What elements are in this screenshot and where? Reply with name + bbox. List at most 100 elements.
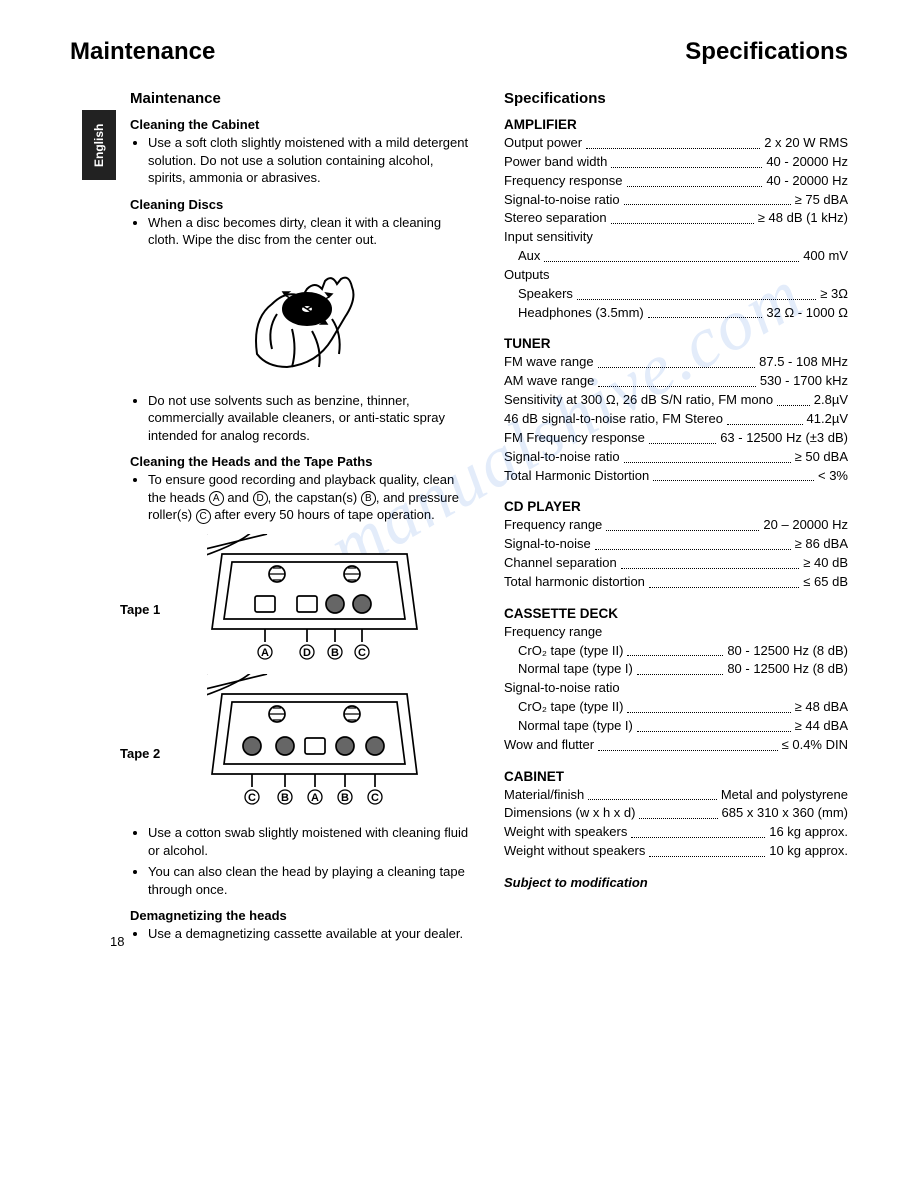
svg-text:A: A <box>261 647 269 659</box>
spec-group: CASSETTE DECKFrequency rangeCrO₂ tape (t… <box>504 606 848 755</box>
spec-value: ≤ 65 dB <box>803 573 848 592</box>
spec-line: Frequency range20 – 20000 Hz <box>504 516 848 535</box>
spec-value: 16 kg approx. <box>769 823 848 842</box>
spec-line: Input sensitivity <box>504 228 848 247</box>
tape1-figure: Tape 1 <box>130 534 474 664</box>
spec-dots <box>777 391 810 406</box>
spec-line: 46 dB signal-to-noise ratio, FM Stereo41… <box>504 410 848 429</box>
spec-label: Dimensions (w x h x d) <box>504 804 635 823</box>
language-tab: English <box>82 110 116 180</box>
spec-label: Frequency range <box>504 623 602 642</box>
spec-group: AMPLIFIEROutput power2 x 20 W RMSPower b… <box>504 117 848 322</box>
spec-line: Speakers≥ 3Ω <box>504 285 848 304</box>
spec-dots <box>637 660 723 675</box>
spec-value: 40 - 20000 Hz <box>766 172 848 191</box>
spec-label: Wow and flutter <box>504 736 594 755</box>
heads-bullet-2: Use a cotton swab slightly moistened wit… <box>148 824 474 859</box>
spec-line: Normal tape (type I)≥ 44 dBA <box>504 717 848 736</box>
spec-dots <box>611 153 762 168</box>
spec-label: Weight with speakers <box>504 823 627 842</box>
spec-value: 32 Ω - 1000 Ω <box>766 304 848 323</box>
spec-value: ≥ 48 dBA <box>795 698 848 717</box>
spec-label: Frequency range <box>504 516 602 535</box>
spec-label: Stereo separation <box>504 209 607 228</box>
specifications-column: Specifications AMPLIFIEROutput power2 x … <box>504 90 848 951</box>
spec-value: 2 x 20 W RMS <box>764 134 848 153</box>
cabinet-bullet: Use a soft cloth slightly moistened with… <box>148 134 474 187</box>
heads-bullet-1: To ensure good recording and playback qu… <box>148 471 474 524</box>
spec-value: 10 kg approx. <box>769 842 848 861</box>
spec-label: Signal-to-noise ratio <box>504 191 620 210</box>
spec-dots <box>544 247 799 262</box>
spec-dots <box>598 736 778 751</box>
spec-label: Total Harmonic Distortion <box>504 467 649 486</box>
svg-text:B: B <box>281 792 289 804</box>
heads-text-mid: and <box>224 490 253 505</box>
spec-line: Wow and flutter ≤ 0.4% DIN <box>504 736 848 755</box>
spec-label: Outputs <box>504 266 550 285</box>
spec-dots <box>621 554 800 569</box>
spec-dots <box>624 191 791 206</box>
spec-dots <box>727 410 803 425</box>
demag-bullet: Use a demagnetizing cassette available a… <box>148 925 474 943</box>
spec-label: Power band width <box>504 153 607 172</box>
spec-value: 685 x 310 x 360 (mm) <box>722 804 848 823</box>
spec-dots <box>627 172 763 187</box>
heads-bullet-3: You can also clean the head by playing a… <box>148 863 474 898</box>
spec-line: Channel separation ≥ 40 dB <box>504 554 848 573</box>
spec-line: Frequency response 40 - 20000 Hz <box>504 172 848 191</box>
spec-line: Signal-to-noise ratio≥ 50 dBA <box>504 448 848 467</box>
spec-dots <box>595 535 791 550</box>
svg-text:B: B <box>331 647 339 659</box>
spec-label: AM wave range <box>504 372 594 391</box>
spec-value: 63 - 12500 Hz (±3 dB) <box>720 429 848 448</box>
spec-group: CD PLAYERFrequency range20 – 20000 HzSig… <box>504 499 848 591</box>
svg-text:C: C <box>371 792 379 804</box>
spec-label: Channel separation <box>504 554 617 573</box>
heads-heading: Cleaning the Heads and the Tape Paths <box>130 454 474 469</box>
heads-text-mid2: , the capstan(s) <box>268 490 361 505</box>
heads-text-post: after every 50 hours of tape operation. <box>211 507 435 522</box>
maintenance-column: Maintenance Cleaning the Cabinet Use a s… <box>70 90 474 951</box>
spec-label: Input sensitivity <box>504 228 593 247</box>
spec-label: Aux <box>518 247 540 266</box>
spec-line: Aux 400 mV <box>504 247 848 266</box>
spec-label: CrO₂ tape (type II) <box>518 642 623 661</box>
spec-value: 400 mV <box>803 247 848 266</box>
spec-value: 2.8µV <box>814 391 848 410</box>
spec-label: Material/finish <box>504 786 584 805</box>
spec-value: ≥ 40 dB <box>803 554 848 573</box>
page-header: Maintenance Specifications <box>70 38 848 66</box>
discs-heading: Cleaning Discs <box>130 197 474 212</box>
specs-title: Specifications <box>504 90 848 107</box>
spec-value: Metal and polystyrene <box>721 786 848 805</box>
spec-label: Headphones (3.5mm) <box>518 304 644 323</box>
spec-line: Frequency range <box>504 623 848 642</box>
spec-dots <box>649 429 716 444</box>
spec-dots <box>653 467 814 482</box>
spec-line: CrO₂ tape (type II)≥ 48 dBA <box>504 698 848 717</box>
spec-line: Sensitivity at 300 Ω, 26 dB S/N ratio, F… <box>504 391 848 410</box>
spec-value: ≥ 50 dBA <box>795 448 848 467</box>
spec-label: FM wave range <box>504 353 594 372</box>
spec-value: ≤ 0.4% DIN <box>782 736 848 755</box>
tape2-label: Tape 2 <box>120 746 160 761</box>
maintenance-title: Maintenance <box>130 90 474 107</box>
discs-bullet-2: Do not use solvents such as benzine, thi… <box>148 392 474 445</box>
spec-label: Frequency response <box>504 172 623 191</box>
spec-value: ≥ 48 dB (1 kHz) <box>758 209 848 228</box>
spec-label: FM Frequency response <box>504 429 645 448</box>
header-right: Specifications <box>685 38 848 66</box>
spec-value: 80 - 12500 Hz (8 dB) <box>727 642 848 661</box>
svg-text:A: A <box>311 792 319 804</box>
spec-line: Normal tape (type I)80 - 12500 Hz (8 dB) <box>504 660 848 679</box>
disc-cleaning-figure <box>130 259 474 382</box>
spec-dots <box>598 372 756 387</box>
svg-text:C: C <box>248 792 256 804</box>
spec-line: Output power2 x 20 W RMS <box>504 134 848 153</box>
spec-dots <box>624 448 791 463</box>
spec-group-title: CASSETTE DECK <box>504 606 848 621</box>
spec-line: Weight without speakers10 kg approx. <box>504 842 848 861</box>
spec-line: Signal-to-noise ratio <box>504 679 848 698</box>
spec-group-title: TUNER <box>504 336 848 351</box>
